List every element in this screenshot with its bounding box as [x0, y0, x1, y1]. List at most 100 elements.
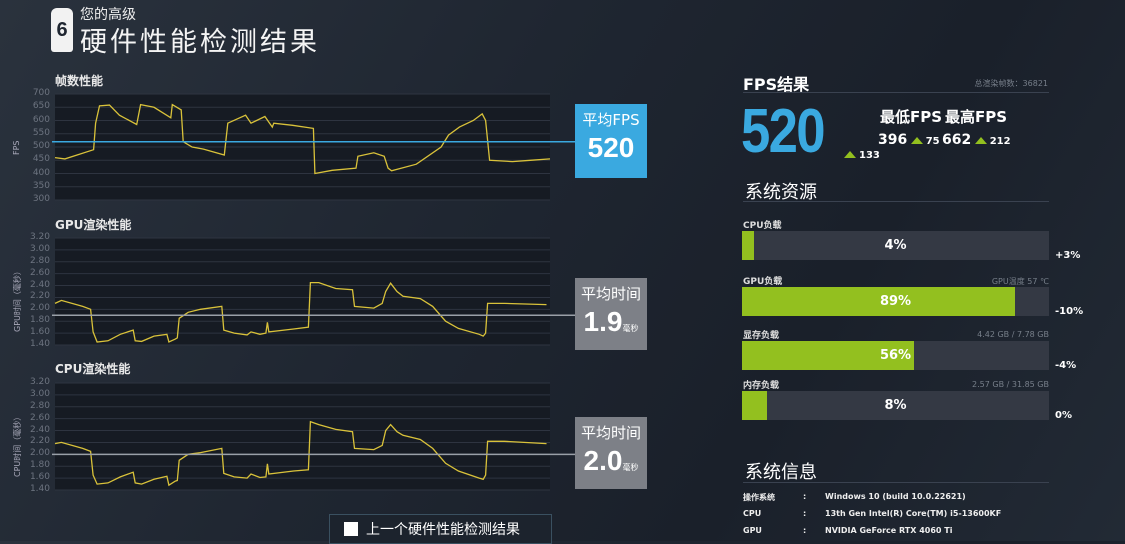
y-tick: 1.40 — [29, 484, 50, 494]
average-box-gpu: 平均时间 1.9毫秒 — [575, 278, 647, 350]
sysinfo-title: 系统信息 — [745, 462, 817, 483]
max-fps: 662 212 — [942, 132, 1011, 148]
series-line — [54, 281, 547, 343]
page-title: 硬件性能检测结果 — [80, 27, 320, 58]
sysinfo-value: Windows 10 (build 10.0.22621) — [825, 492, 966, 501]
y-tick: 3.20 — [29, 232, 50, 242]
resource-percent: 4% — [884, 238, 907, 253]
y-tick: 450 — [32, 154, 50, 165]
chart-title-cpu: CPU渲染性能 — [55, 362, 131, 376]
average-unit: 毫秒 — [622, 324, 639, 333]
average-value: 2.0 — [583, 445, 623, 476]
y-tick: 2.60 — [29, 267, 50, 278]
avg-fps-delta: 133 — [844, 150, 880, 161]
chart-title-gpu: GPU渲染性能 — [55, 218, 132, 232]
y-tick: 3.20 — [29, 377, 50, 387]
average-box-fps: 平均FPS 520 — [575, 104, 647, 178]
avg-fps-value: 520 — [741, 97, 826, 166]
y-tick: 550 — [32, 127, 50, 138]
resource-detail: 2.57 GB / 31.85 GB — [972, 380, 1049, 389]
y-tick: 1.60 — [29, 327, 50, 338]
resource-label: GPU负载 — [743, 277, 783, 287]
average-unit: 毫秒 — [622, 463, 639, 472]
sysinfo-value: 13th Gen Intel(R) Core(TM) i5-13600KF — [825, 509, 1002, 518]
chart-plot-fps — [52, 93, 577, 201]
average-value: 520 — [587, 132, 635, 163]
series-line — [54, 103, 551, 175]
resource-detail: 4.42 GB / 7.78 GB — [977, 330, 1049, 339]
previous-result-label: 上一个硬件性能检测结果 — [366, 522, 520, 538]
y-tick: 350 — [32, 180, 50, 191]
resource-delta: -10% — [1055, 306, 1084, 317]
resource-bar-fill — [742, 287, 1016, 316]
y-tick: 2.20 — [29, 291, 50, 302]
average-box-cpu: 平均时间 2.0毫秒 — [575, 417, 647, 489]
average-label: 平均时间 — [580, 285, 641, 303]
y-tick: 1.80 — [29, 460, 50, 471]
y-tick: 2.00 — [29, 303, 50, 314]
y-tick: 300 — [32, 194, 50, 204]
previous-result-button[interactable]: 上一个硬件性能检测结果 — [329, 514, 552, 544]
series-line — [54, 420, 547, 487]
up-arrow-icon — [974, 137, 987, 144]
resource-delta: -4% — [1055, 360, 1077, 371]
chart-plot-gpu — [52, 237, 577, 346]
resource-bar: 4% — [742, 231, 1049, 260]
sysinfo-sep: : — [803, 509, 807, 518]
resource-bar: 89% — [742, 287, 1049, 316]
y-tick: 2.00 — [29, 448, 50, 459]
y-tick: 1.80 — [29, 315, 50, 326]
y-tick: 2.40 — [29, 279, 50, 290]
resource-percent: 56% — [879, 348, 912, 363]
y-tick: 700 — [32, 88, 50, 98]
up-arrow-icon — [844, 151, 856, 158]
y-tick: 2.80 — [29, 255, 50, 266]
resource-bar-fill — [742, 341, 914, 370]
resource-delta: 0% — [1055, 410, 1072, 421]
y-tick: 2.80 — [29, 400, 50, 411]
resource-label: CPU负载 — [743, 221, 782, 231]
chart-plot-cpu — [52, 382, 577, 491]
total-frames: 总渲染帧数：36821 — [974, 79, 1048, 88]
y-tick: 1.60 — [29, 472, 50, 483]
resource-label: 内存负载 — [743, 381, 780, 391]
average-label: 平均FPS — [582, 111, 640, 129]
y-tick: 2.40 — [29, 424, 50, 435]
y-tick: 600 — [32, 114, 50, 125]
resource-delta: +3% — [1055, 250, 1081, 261]
y-tick: 500 — [32, 141, 50, 151]
game-logo: 6 — [51, 8, 73, 52]
sysinfo-sep: : — [803, 526, 807, 535]
sysinfo-value: NVIDIA GeForce RTX 4060 Ti — [825, 526, 953, 535]
resource-detail: GPU温度 57 ℃ — [991, 277, 1049, 286]
y-tick: 2.60 — [29, 412, 50, 423]
resource-bar-fill — [742, 391, 767, 420]
sysinfo-sep: : — [803, 492, 807, 501]
page-subtitle: 您的高级 — [80, 7, 136, 23]
sysinfo-key: 操作系统 — [743, 493, 775, 502]
resources-title: 系统资源 — [745, 182, 817, 203]
resource-bar-fill — [742, 231, 755, 260]
average-label: 平均时间 — [580, 424, 641, 442]
checkbox-icon[interactable] — [344, 522, 358, 536]
y-tick: 400 — [32, 167, 50, 178]
min-fps-label: 最低FPS — [880, 108, 943, 126]
resource-bar: 56% — [742, 341, 1049, 370]
fps-result-title: FPS结果 — [743, 75, 810, 94]
divider — [743, 201, 1049, 202]
min-fps: 396 75 — [878, 132, 940, 148]
y-tick: 650 — [32, 101, 50, 112]
resource-label: 显存负载 — [743, 331, 780, 341]
up-arrow-icon — [910, 137, 923, 144]
divider — [743, 92, 1049, 93]
resource-percent: 8% — [884, 398, 907, 413]
max-fps-label: 最高FPS — [945, 108, 1008, 126]
sysinfo-key: CPU — [743, 509, 762, 518]
y-tick: 1.40 — [29, 339, 50, 349]
resource-bar: 8% — [742, 391, 1049, 420]
sysinfo-key: GPU — [743, 526, 762, 535]
divider — [743, 482, 1049, 483]
resource-percent: 89% — [879, 294, 912, 309]
y-tick: 3.00 — [29, 388, 50, 399]
y-tick: 2.20 — [29, 436, 50, 447]
